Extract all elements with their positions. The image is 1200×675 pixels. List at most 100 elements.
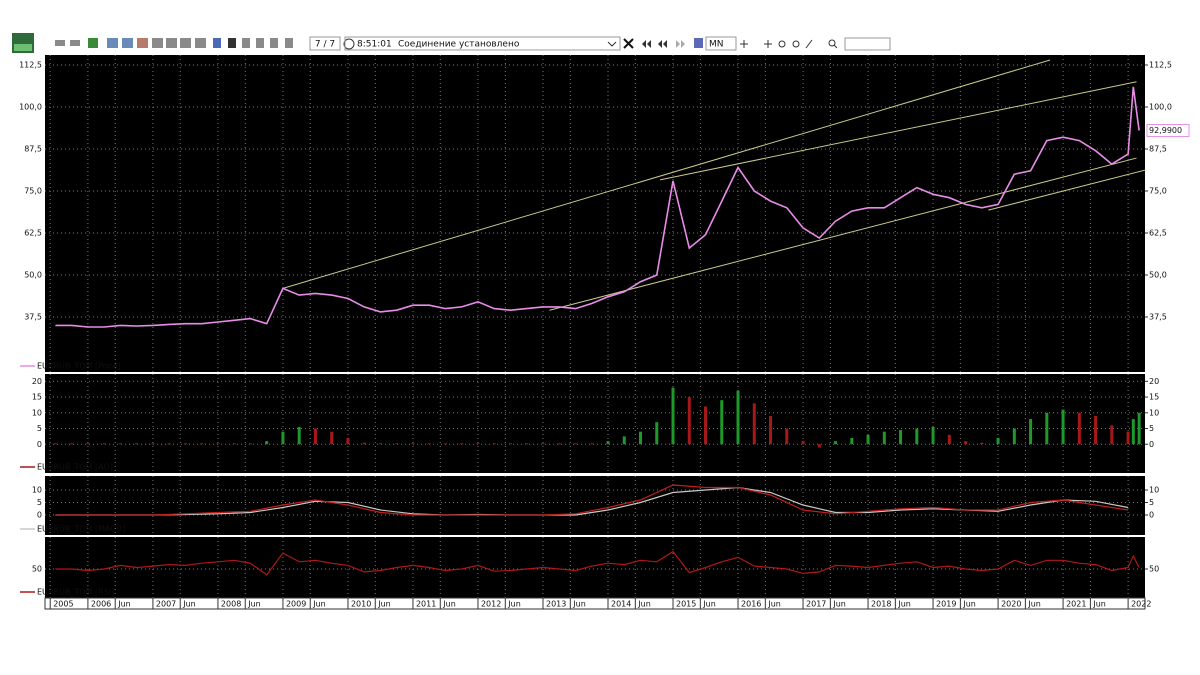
x-tick-label: 2021 [1066,600,1086,609]
ao-bar [720,400,724,445]
x-tick-label: 2022 [1131,600,1151,609]
y-tick-label: 50 [32,565,42,574]
y-tick-label: 0 [1149,511,1154,520]
ao-bar [53,443,57,445]
x-tick-label: Jun [247,600,260,609]
x-tick-label: 2016 [741,600,761,609]
x-tick-label: Jun [507,600,521,609]
ao-bar [980,442,984,445]
ao-bar [313,428,317,445]
chart-type-icon[interactable] [694,38,703,48]
legend-label: EURRUB_TOM [RSI] [37,588,114,597]
status-text: Соединение установлено [398,40,520,50]
app-icon-detail [14,44,32,51]
legend-label: EURRUB_TOM [MACD] [37,525,125,534]
ao-bar [785,428,789,445]
status-box[interactable] [344,36,621,51]
y-tick-label: 0 [1149,440,1154,449]
search-box[interactable] [844,37,891,51]
ao-bar [557,443,561,445]
x-tick-label: Jun [1092,600,1106,609]
ao-bar [1126,431,1130,445]
y-tick-label: 87,5 [1149,144,1167,153]
timeframe-box[interactable] [705,36,737,51]
x-tick-label: 2015 [676,600,696,609]
ao-bar [931,426,935,445]
ao-bar [395,443,399,445]
y-tick-label: 10 [32,408,42,417]
tool-icons[interactable] [55,38,293,48]
ao-bar [899,430,903,445]
x-tick-label: Jun [767,600,781,609]
y-tick-label: 50,0 [1149,270,1167,279]
x-tick-label: Jun [1027,600,1041,609]
ao-bar [492,443,496,445]
ao-bar [346,437,350,445]
chart-area: 37,5 37,5 50,0 50,0 62,5 62,5 75,0 75,0 87,5 87,5… [19,55,1190,610]
y-tick-label: 20 [1149,377,1159,386]
y-tick-label: 100,0 [1149,102,1172,111]
ao-bar [167,443,171,445]
x-tick-label: Jun [832,600,846,609]
ao-bar [216,443,220,445]
status-time: 8:51:01 [357,40,392,50]
ao-bar [1029,419,1033,445]
x-tick-label: Jun [572,600,586,609]
y-tick-label: 37,5 [1149,312,1167,321]
y-tick-label: 5 [37,498,42,507]
ao-bar [834,441,838,445]
y-tick-label: 100,0 [19,102,42,111]
y-tick-label: 10 [1149,486,1159,495]
x-tick-label: Jun [962,600,976,609]
ao-bar [801,441,805,445]
legend-label: EURRUB_TOM [AO] [37,463,113,472]
ao-bar [590,443,594,445]
pane-background [45,537,1145,598]
toolbar: 7 / 7 8:51:01 Соединение установлено MN [12,33,891,53]
trend-line [988,169,1146,211]
ao-bar [573,443,577,445]
close-button[interactable] [623,38,634,49]
ao-bar [882,431,886,445]
y-tick-label: 10 [32,486,42,495]
y-tick-label: 50,0 [24,270,42,279]
y-tick-label: 37,5 [24,312,42,321]
ao-bar [86,443,90,445]
ao-bar [850,437,854,445]
ao-bar [248,443,252,445]
pane-background [45,476,1145,535]
x-tick-label: Jun [377,600,391,609]
y-tick-label: 75,0 [24,186,42,195]
x-tick-label: 2006 [91,600,111,609]
ao-bar [915,428,919,445]
ao-bar [671,387,675,445]
ao-bar [200,443,204,445]
nav-icons[interactable] [642,40,685,48]
x-tick-label: Jun [182,600,196,609]
dropdown-arrow[interactable] [607,41,617,47]
y-tick-label: 62,5 [1149,228,1167,237]
ao-bar [232,443,236,445]
y-tick-label: 112,5 [1149,60,1172,69]
x-tick-label: 2010 [351,600,371,609]
ao-bar [655,422,659,445]
ao-bar [752,403,756,445]
pane-background [45,55,1145,372]
ao-bar [281,431,285,445]
ao-bar [362,442,366,445]
x-tick-label: 2017 [806,600,826,609]
counter-box[interactable] [309,36,341,51]
y-tick-label: 15 [1149,393,1159,402]
ao-bar [964,441,968,445]
x-tick-label: Jun [637,600,651,609]
series-line [55,86,1140,328]
draw-icons[interactable] [740,39,838,49]
x-tick-label: 2013 [546,600,566,609]
ao-bar [1012,428,1016,445]
y-tick-label: 75,0 [1149,186,1167,195]
y-tick-label: 10 [1149,408,1159,417]
y-tick-label: 87,5 [24,144,42,153]
trend-line [282,59,1051,289]
x-tick-label: 2012 [481,600,501,609]
legend-label: EURRUB_TOM [Price] [37,362,121,371]
